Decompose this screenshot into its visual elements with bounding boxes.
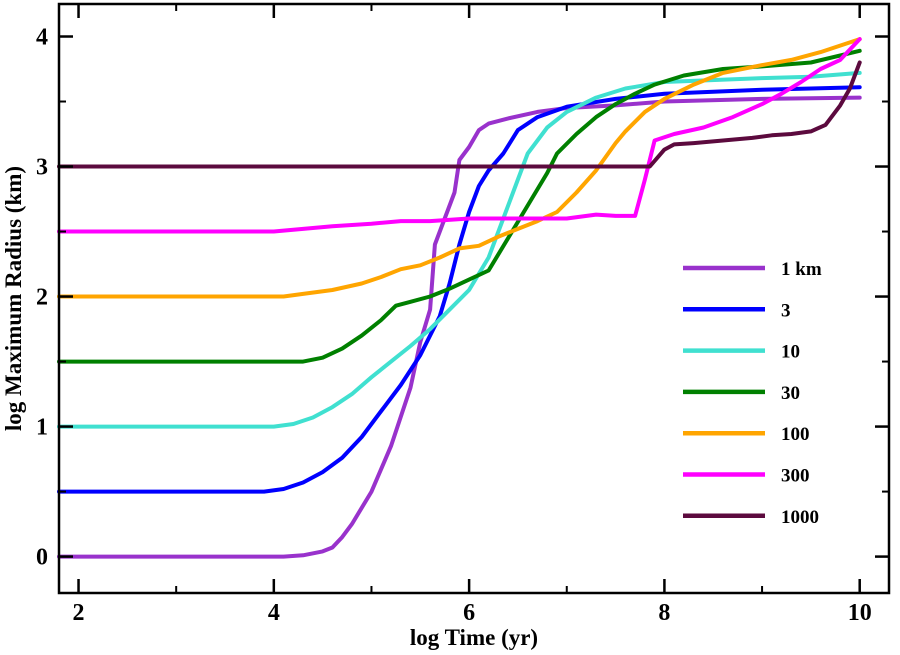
legend-label: 30 [781, 383, 800, 404]
series-line-5 [57, 37, 862, 234]
y-tick-label: 2 [36, 285, 48, 311]
y-axis-label: log Maximum Radius (km) [1, 166, 26, 431]
x-tick-label: 8 [658, 600, 670, 626]
legend-label: 300 [781, 466, 810, 487]
x-tick-label: 6 [463, 600, 475, 626]
y-tick-label: 3 [36, 155, 48, 181]
plot-frame [57, 2, 891, 595]
series-layer [57, 37, 862, 559]
series-line-1 [57, 85, 862, 494]
x-tick-label: 4 [268, 600, 280, 626]
series-line-4 [57, 37, 862, 299]
legend-label: 1 km [781, 259, 822, 280]
x-tick-label: 2 [73, 600, 85, 626]
x-tick-label: 10 [848, 600, 872, 626]
legend-label: 3 [781, 300, 791, 321]
series-line-3 [57, 48, 862, 364]
legend: 1 km 3 10 30 100 300 1000 [683, 259, 822, 528]
legend-label: 10 [781, 342, 800, 363]
y-tick-label: 1 [36, 415, 48, 441]
series-line-6 [57, 60, 862, 169]
y-tick-label: 4 [36, 25, 48, 51]
x-axis-label: log Time (yr) [410, 625, 538, 650]
legend-label: 1000 [781, 507, 819, 528]
y-tick-label: 0 [36, 545, 48, 571]
legend-label: 100 [781, 424, 810, 445]
